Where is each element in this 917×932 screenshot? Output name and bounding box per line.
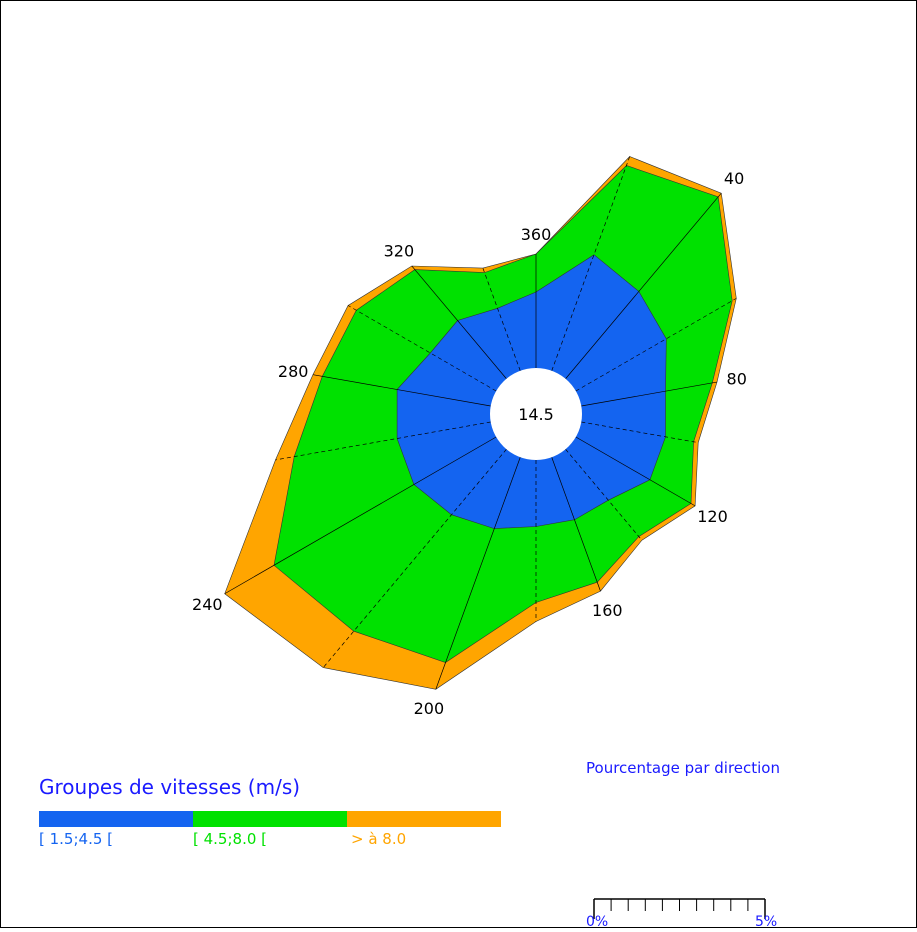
rose-spoke-200 [435,457,521,690]
legend-title: Groupes de vitesses (m/s) [39,775,300,799]
direction-label-120: 120 [697,507,728,526]
center-disc [490,368,582,460]
direction-label-200: 200 [414,699,445,718]
direction-labels: 40 80 120 160 200 240 280 320 360 [192,169,747,718]
rose-spokes [224,156,737,690]
legend-swatch-1 [39,811,193,827]
direction-label-160: 160 [592,601,623,620]
rose-spoke-220 [322,449,507,668]
legend-label-2: [ 4.5;8.0 [ [193,830,267,848]
rose-spoke-320 [411,265,507,379]
direction-label-320: 320 [384,242,415,261]
scale-ruler [593,898,766,919]
rose-spoke-40 [565,192,722,379]
rose-spoke-340 [482,267,521,371]
direction-label-80: 80 [727,370,747,389]
direction-label-40: 40 [724,169,744,188]
direction-label-240: 240 [192,595,223,614]
legend-swatch-3 [347,811,501,827]
scale-title: Pourcentage par direction [586,759,780,777]
scale-min-label: 0% [586,914,608,927]
rose-spoke-100 [581,421,699,443]
legend-label-3: > à 8.0 [351,830,406,848]
rose-spoke-300 [347,305,497,392]
legend-swatch-2 [193,811,347,827]
rose-spoke-120 [575,436,696,507]
rose-spoke-240 [224,436,497,595]
rose-spoke-280 [312,374,491,407]
center-label: 14.5 [518,405,554,424]
rose-spoke-60 [575,298,737,392]
rose-spoke-80 [581,381,718,407]
rose-layers [224,156,737,690]
rose-spoke-160 [551,457,601,592]
legend-label-1: [ 1.5;4.5 [ [39,830,113,848]
direction-label-280: 280 [278,362,309,381]
legend-bars: [ 1.5;4.5 [ [ 4.5;8.0 [ > à 8.0 [39,811,501,848]
rose-spoke-260 [275,421,491,461]
rose-spoke-140 [565,449,643,541]
rose-spoke-20 [551,156,631,371]
scale-max-label: 5% [755,914,777,927]
direction-label-360: 360 [521,225,552,244]
